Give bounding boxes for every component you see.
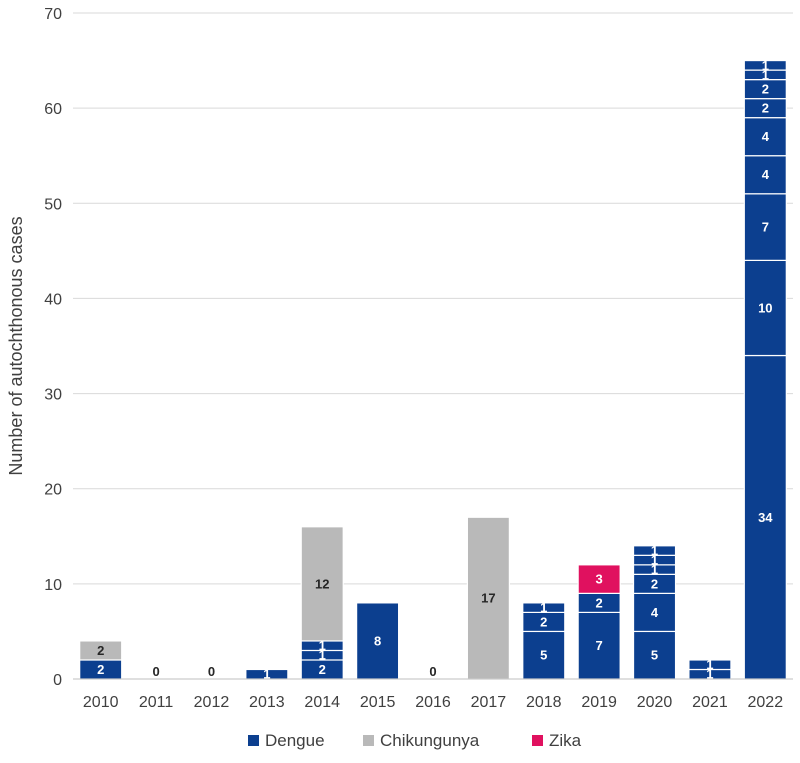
bar-segment [632, 592, 677, 633]
data-label: 5 [651, 648, 658, 663]
data-label: 3 [596, 572, 603, 587]
y-tick-label: 10 [44, 577, 62, 594]
data-label: 5 [540, 648, 547, 663]
data-label: 2 [651, 576, 658, 591]
y-tick-label: 40 [44, 291, 62, 308]
y-axis-label: Number of autochthonous cases [6, 216, 26, 475]
data-label: 2 [596, 595, 603, 610]
y-tick-label: 70 [44, 6, 62, 23]
x-tick-label: 2016 [415, 694, 451, 711]
gridlines [73, 12, 793, 585]
bar-segment [577, 611, 621, 680]
data-label: 2 [97, 643, 104, 658]
x-tick-label: 2015 [360, 694, 396, 711]
data-label: 1 [319, 648, 326, 663]
bar-segment [743, 117, 787, 157]
data-label: 2 [762, 82, 769, 97]
bar-segment [743, 193, 787, 261]
data-label: 1 [762, 67, 769, 82]
data-label: 4 [651, 605, 659, 620]
x-tick-label: 2021 [692, 694, 728, 711]
data-label: 2 [319, 662, 326, 677]
data-label: 1 [706, 657, 713, 672]
legend-item: Zika [532, 731, 582, 750]
y-tick-label: 50 [44, 196, 62, 213]
data-label: 2 [762, 101, 769, 116]
x-tick-label: 2017 [471, 694, 507, 711]
data-label: 1 [651, 543, 658, 558]
data-label: 0 [208, 664, 215, 679]
data-label: 0 [152, 664, 159, 679]
x-tick-label: 2013 [249, 694, 285, 711]
legend: Dengue Chikungunya Zika [248, 731, 582, 750]
x-tick-label: 2014 [304, 694, 340, 711]
data-label: 34 [758, 510, 773, 525]
data-label: 4 [762, 129, 770, 144]
data-label: 2 [97, 662, 104, 677]
bar-segment [743, 259, 787, 357]
y-tick-label: 20 [44, 482, 62, 499]
data-label: 1 [651, 562, 658, 577]
y-axis-ticks: 0 10 20 30 40 50 60 70 [44, 6, 62, 689]
bar-segment [522, 602, 566, 614]
legend-swatch [363, 735, 374, 746]
data-label: 7 [596, 638, 603, 653]
x-tick-label: 2012 [194, 694, 230, 711]
data-label: 8 [374, 633, 381, 648]
data-label: 1 [651, 553, 658, 568]
bar-segment [688, 659, 732, 671]
x-tick-label: 2019 [581, 694, 617, 711]
legend-item: Chikungunya [363, 731, 480, 750]
data-label: 7 [762, 220, 769, 235]
bar-segment [577, 564, 621, 594]
data-label: 1 [540, 600, 547, 615]
y-tick-label: 0 [53, 672, 62, 689]
y-tick-label: 30 [44, 387, 62, 404]
x-tick-label: 2020 [637, 694, 673, 711]
data-label: 2 [540, 614, 547, 629]
legend-item: Dengue [248, 731, 325, 750]
data-label: 1 [319, 638, 326, 653]
legend-swatch [248, 735, 259, 746]
data-label: 12 [315, 576, 329, 591]
data-label: 0 [429, 664, 436, 679]
data-label: 17 [481, 591, 495, 606]
y-tick-label: 60 [44, 101, 62, 118]
data-label: 10 [758, 300, 772, 315]
bar-segment [466, 516, 510, 680]
bar-segment [743, 354, 787, 680]
x-tick-label: 2010 [83, 694, 119, 711]
data-label: 4 [762, 167, 770, 182]
bar-segment [743, 59, 787, 71]
x-tick-label: 2018 [526, 694, 562, 711]
data-label: 1 [762, 58, 769, 73]
legend-label: Chikungunya [380, 731, 480, 750]
legend-swatch [532, 735, 543, 746]
legend-label: Dengue [265, 731, 325, 750]
legend-label: Zika [549, 731, 582, 750]
bar-segment [632, 545, 677, 556]
x-tick-label: 2022 [748, 694, 784, 711]
data-label: 1 [263, 667, 270, 682]
x-axis-ticks: 2010 2011 2012 2013 2014 2015 2016 2017 2018 2019… [83, 694, 783, 711]
data-label: 1 [706, 667, 713, 682]
x-tick-label: 2011 [139, 694, 174, 711]
bar-segment [79, 640, 123, 661]
bar-segment [300, 526, 344, 642]
